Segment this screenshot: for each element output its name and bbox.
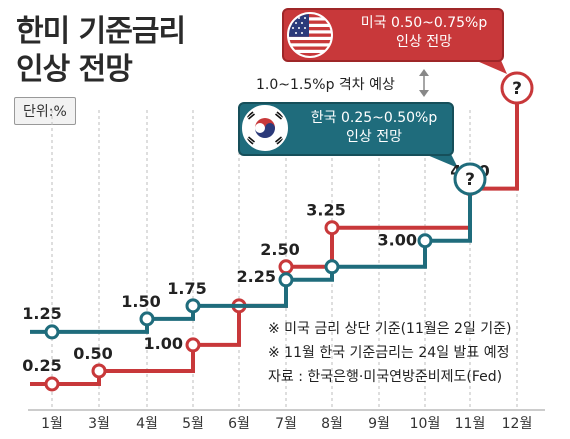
us-callout-line2: 인상 전망: [396, 34, 452, 50]
page-subtitle: 인상 전망: [16, 52, 133, 87]
x-tick-label: 8월: [321, 416, 343, 432]
x-tick-label: 11월: [455, 416, 486, 432]
data-label: 3.00: [378, 231, 417, 250]
x-tick-label: 4월: [136, 416, 158, 432]
data-label: 0.50: [73, 344, 112, 363]
unit-badge: 단위:%: [14, 97, 76, 125]
data-point: [324, 220, 340, 236]
kr-callout-line1: 한국 0.25~0.50%p: [310, 110, 438, 126]
data-label: 0.25: [22, 356, 61, 375]
series-line-kr: [30, 179, 472, 334]
data-point: [278, 259, 294, 275]
note-1: ※ 미국 금리 상단 기준(11월은 2일 기준): [268, 321, 512, 337]
x-tick-label: 7월: [275, 416, 297, 432]
unknown-label: ?: [465, 170, 475, 190]
data-point: [44, 324, 60, 340]
us-flag-icon: [287, 12, 333, 58]
data-point: [44, 376, 60, 392]
data-point: [185, 298, 201, 314]
us-callout-line1: 미국 0.50~0.75%p: [360, 15, 488, 31]
us-callout-pointer: [470, 58, 507, 74]
data-point: [278, 272, 294, 288]
data-label: 2.50: [260, 240, 299, 259]
gap-arrow-down: [419, 90, 429, 97]
gap-note: 1.0~1.5%p 격차 예상: [256, 77, 395, 93]
data-point: [417, 233, 433, 249]
x-tick-label: 3월: [88, 416, 110, 432]
data-label: 2.25: [237, 267, 276, 286]
x-tick-label: 1월: [41, 416, 63, 432]
x-tick-label: 9월: [368, 416, 390, 432]
data-label: 3.25: [306, 201, 345, 220]
kr-callout-pointer: [420, 152, 458, 168]
kr-flag-icon: [242, 105, 288, 151]
x-tick-label: 10월: [410, 416, 441, 432]
data-point: [91, 363, 107, 379]
unknown-marker: [500, 71, 534, 105]
gap-arrow-up: [419, 69, 429, 76]
data-label: 1.25: [22, 304, 61, 323]
data-label: 1.50: [121, 292, 160, 311]
unknown-label: ?: [512, 79, 522, 99]
note-3: 자료 : 한국은행·미국연방준비제도(Fed): [268, 369, 503, 385]
x-tick-label: 12월: [502, 416, 533, 432]
data-point: [324, 259, 340, 275]
kr-callout-line2: 인상 전망: [346, 129, 402, 145]
data-point: [185, 337, 201, 353]
page-title: 한미 기준금리: [16, 14, 186, 49]
data-label: 1.75: [167, 279, 206, 298]
data-label: 1.00: [144, 334, 183, 353]
note-2: ※ 11월 한국 기준금리는 24일 발표 예정: [268, 345, 510, 361]
unknown-marker: [453, 162, 487, 196]
x-tick-label: 5월: [182, 416, 204, 432]
data-point: [139, 311, 155, 327]
x-tick-label: 6월: [228, 416, 250, 432]
